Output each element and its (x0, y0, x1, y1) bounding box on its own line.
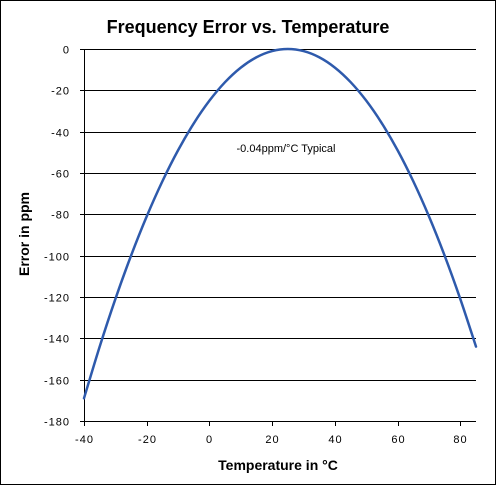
x-tick-label: 60 (391, 434, 405, 446)
y-tick-label: -40 (51, 128, 70, 140)
y-tick-label: -100 (44, 252, 70, 264)
y-tick-label: -160 (44, 376, 70, 388)
y-tick-label: -140 (44, 334, 70, 346)
series-line-0 (82, 47, 478, 400)
gridlines (84, 90, 476, 381)
x-axis-title: Temperature in °C (218, 457, 338, 473)
y-tick-label: 0 (63, 45, 70, 57)
y-tick-label: -180 (44, 417, 70, 429)
x-tick-label: -20 (138, 434, 157, 446)
chart-title: Frequency Error vs. Temperature (107, 17, 390, 37)
x-tick-label: 20 (265, 434, 279, 446)
y-tick-label: -120 (44, 293, 70, 305)
axes: 0 -20 -40 -60 -80 -100 -120 -140 -160 -180 -40 -20 0… (44, 45, 476, 446)
y-tick-label: -20 (51, 86, 70, 98)
x-tick-label: 0 (206, 434, 213, 446)
annotation-label: -0.04ppm/°C Typical (237, 143, 336, 155)
x-tick-label: 80 (453, 434, 467, 446)
series-layer (82, 47, 478, 400)
y-axis-title: Error in ppm (16, 192, 32, 276)
y-tick-label: -60 (51, 169, 70, 181)
x-tick-label: -40 (75, 434, 94, 446)
x-tick-label: 40 (328, 434, 342, 446)
y-tick-label: -80 (51, 210, 70, 222)
